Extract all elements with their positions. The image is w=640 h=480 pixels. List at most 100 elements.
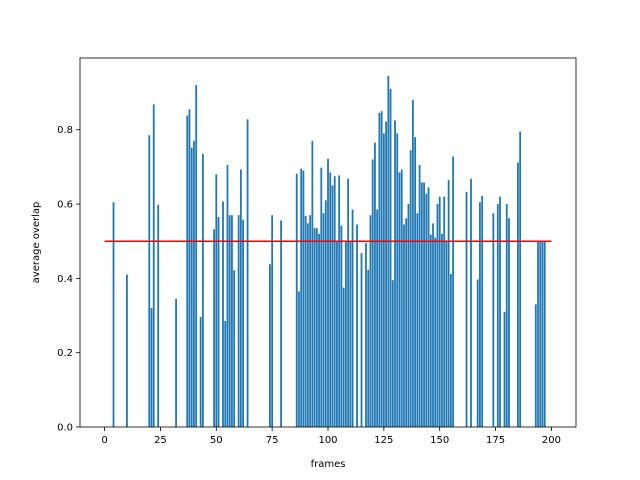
bar [449,273,452,427]
bar [537,241,539,427]
x-axis-ticks: 0 25 50 75 100 125 150 175 200 [101,427,561,446]
bar [378,113,381,427]
x-tick-label: 0 [101,435,107,446]
bar [336,241,338,427]
bar [492,213,495,427]
x-tick-label: 175 [486,435,505,446]
bar [479,202,481,427]
bar [157,204,160,427]
bar [324,200,327,427]
x-tick-label: 100 [318,435,337,446]
y-tick-label: 0.0 [57,423,73,434]
x-tick-label: 50 [210,435,223,446]
bar [420,182,423,427]
bar [271,215,274,427]
bar [152,104,155,427]
bar [385,121,387,427]
bar [309,215,312,427]
bar [465,191,468,427]
bar [517,162,519,428]
bar [175,298,177,427]
bar [333,176,336,427]
bar [269,264,271,427]
x-tick-label: 75 [266,435,279,446]
bar [470,178,472,427]
bar [126,274,128,427]
bar [342,287,345,427]
bar [295,173,298,427]
bar [344,241,347,427]
bar [376,209,379,427]
bar [298,291,300,427]
bar [150,308,153,427]
bar [228,215,231,427]
bar [438,196,441,427]
bar [382,133,385,427]
bar [394,120,396,428]
bar [311,140,314,427]
bar [412,99,414,428]
bar [239,169,242,428]
bar [519,131,522,427]
bar [224,321,227,427]
bar [112,202,115,427]
bar [534,304,537,427]
bar [195,85,198,427]
bar [356,224,358,427]
bar [231,215,233,427]
bar [409,150,412,427]
bar [331,185,334,427]
bar [441,233,443,427]
bar [217,217,220,427]
y-tick-label: 0.4 [57,274,73,285]
bar [445,241,448,427]
bar [365,243,367,427]
x-tick-label: 150 [430,435,449,446]
bar [407,204,410,427]
y-axis-ticks: 0.0 0.2 0.4 0.6 0.8 [57,125,80,434]
bar [347,178,349,427]
bar [425,193,428,427]
bar [374,142,376,428]
bar [201,153,204,427]
bar [429,234,432,427]
bar [405,218,408,427]
bar [340,225,343,427]
bar [193,140,195,427]
bar [322,213,325,427]
bar [300,168,303,428]
bar [499,196,501,427]
bar [369,215,372,427]
bar [434,237,437,427]
bar [432,223,434,427]
x-tick-label: 200 [542,435,561,446]
y-tick-label: 0.8 [57,125,73,136]
x-tick-label: 125 [374,435,393,446]
bar [508,218,510,427]
bar [222,201,224,427]
bar [186,115,189,427]
bar [327,158,329,427]
bar [436,204,439,427]
bar [389,88,392,427]
bar [414,137,417,427]
bar [541,241,544,427]
y-tick-label: 0.6 [57,200,73,211]
bar [496,204,499,427]
bar [351,209,354,427]
bar [505,204,508,427]
bar [418,165,421,427]
x-axis-label: frames [311,459,346,470]
bar [349,241,352,427]
y-tick-label: 0.2 [57,348,73,359]
bar [246,119,249,427]
bar [215,174,218,427]
bar [320,167,323,427]
bar [403,224,405,427]
y-axis-label: average overlap [31,202,42,284]
bar [315,228,318,427]
bar [188,109,191,427]
bar [307,223,309,427]
bar [380,111,383,427]
